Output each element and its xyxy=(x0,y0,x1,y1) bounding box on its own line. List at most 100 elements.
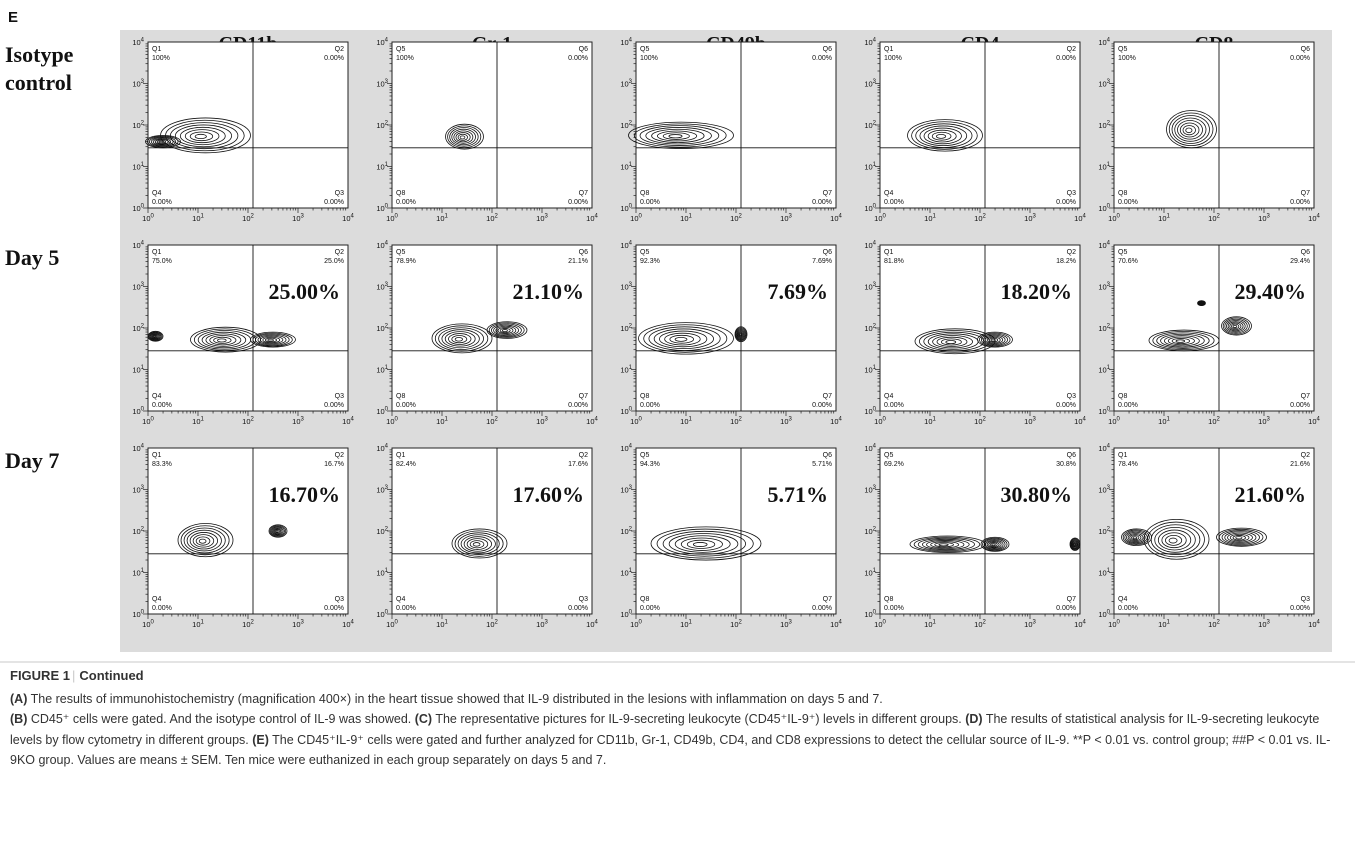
contour-line xyxy=(499,328,511,333)
contour-line xyxy=(990,338,996,342)
x-tick-label: 101 xyxy=(680,620,692,630)
contour-line xyxy=(1147,521,1205,558)
y-tick-label: 100 xyxy=(864,610,876,620)
contour-line xyxy=(148,136,177,147)
quadrant-value: 78.4% xyxy=(1118,461,1138,468)
contour-line xyxy=(184,129,220,144)
quadrant-value: 0.00% xyxy=(812,199,832,206)
contour-line xyxy=(153,335,157,338)
quadrant-value: 75.0% xyxy=(152,258,172,265)
positive-percentage: 16.70% xyxy=(269,482,341,507)
quadrant-name: Q4 xyxy=(1118,596,1127,603)
y-tick-label: 100 xyxy=(620,610,632,620)
quadrant-name: Q4 xyxy=(152,393,161,400)
caption-figure-number: FIGURE 1 xyxy=(10,668,70,683)
quadrant-name: Q5 xyxy=(640,249,649,256)
x-tick-label: 100 xyxy=(142,620,154,630)
x-tick-label: 103 xyxy=(1024,214,1036,224)
contour-line xyxy=(441,329,480,349)
x-tick-label: 103 xyxy=(1024,620,1036,630)
contour-line xyxy=(980,536,1010,552)
contour-line xyxy=(645,127,712,145)
plots-layer: CD11bGr-1CD49bCD4CD8Isotypecontrol100100… xyxy=(5,33,1321,629)
contour-line xyxy=(692,542,708,547)
quadrant-value: 0.00% xyxy=(568,605,588,612)
positive-percentage: 21.10% xyxy=(513,279,585,304)
figure-caption: FIGURE 1 | Continued (A) The results of im… xyxy=(10,666,1345,771)
contour-line xyxy=(194,133,207,140)
contour-line xyxy=(449,127,479,147)
quadrant-name: Q5 xyxy=(884,452,893,459)
contour-line xyxy=(988,541,1000,548)
quadrant-name: Q8 xyxy=(1118,393,1127,400)
y-tick-label: 101 xyxy=(620,162,632,172)
quadrant-value: 0.00% xyxy=(568,55,588,62)
contour-line xyxy=(1121,528,1152,546)
contour-line xyxy=(156,139,167,144)
quadrant-name: Q8 xyxy=(884,596,893,603)
quadrant-value: 0.00% xyxy=(1290,55,1310,62)
quadrant-name: Q6 xyxy=(579,46,588,53)
quadrant-name: Q1 xyxy=(152,46,161,53)
plot-frame xyxy=(147,244,349,412)
plot-frame xyxy=(635,41,837,209)
y-tick-label: 103 xyxy=(1098,485,1110,495)
contour-line xyxy=(1182,125,1196,136)
contour-line xyxy=(935,134,947,139)
contour-line xyxy=(934,542,954,548)
contour-line xyxy=(1072,542,1077,547)
row-label: Isotype xyxy=(5,42,74,67)
quadrant-value: 92.3% xyxy=(640,258,660,265)
contour-line xyxy=(460,534,496,554)
contour-line xyxy=(926,540,965,550)
x-tick-label: 100 xyxy=(630,417,642,427)
contour-line xyxy=(195,536,211,546)
y-tick-label: 101 xyxy=(620,365,632,375)
quadrant-value: 0.00% xyxy=(640,199,660,206)
x-tick-label: 102 xyxy=(486,620,498,630)
contour-line xyxy=(501,329,508,333)
y-tick-label: 104 xyxy=(864,241,876,251)
positive-percentage: 25.00% xyxy=(269,279,341,304)
x-tick-label: 104 xyxy=(830,214,842,224)
contour-line xyxy=(451,128,476,146)
x-tick-label: 100 xyxy=(1108,214,1120,224)
quadrant-value: 0.00% xyxy=(1118,199,1138,206)
contour-line xyxy=(668,134,683,139)
y-tick-label: 103 xyxy=(132,485,144,495)
contour-line xyxy=(1227,532,1253,543)
y-tick-label: 102 xyxy=(132,121,144,131)
contour-line xyxy=(272,527,283,535)
quadrant-value: 69.2% xyxy=(884,461,904,468)
contour-line xyxy=(490,323,522,337)
contour-line xyxy=(651,128,705,143)
contour-line xyxy=(639,125,720,146)
quadrant-name: Q2 xyxy=(335,46,344,53)
y-tick-label: 101 xyxy=(864,365,876,375)
quadrant-name: Q2 xyxy=(1067,249,1076,256)
quadrant-name: Q2 xyxy=(335,452,344,459)
positive-percentage: 30.80% xyxy=(1001,482,1073,507)
y-tick-label: 104 xyxy=(132,444,144,454)
x-tick-label: 103 xyxy=(292,214,304,224)
quadrant-value: 100% xyxy=(152,55,170,62)
y-tick-label: 103 xyxy=(620,485,632,495)
y-tick-label: 102 xyxy=(864,324,876,334)
quadrant-value: 0.00% xyxy=(396,199,416,206)
y-tick-label: 102 xyxy=(620,324,632,334)
contour-line xyxy=(201,331,247,349)
y-tick-label: 101 xyxy=(1098,365,1110,375)
contour-line xyxy=(275,530,279,533)
contour-line xyxy=(669,334,694,344)
x-tick-label: 100 xyxy=(1108,417,1120,427)
contour-line xyxy=(1157,529,1192,551)
contour-line xyxy=(1070,538,1080,551)
quadrant-name: Q4 xyxy=(152,596,161,603)
contour-line xyxy=(979,332,1011,347)
y-tick-label: 103 xyxy=(620,79,632,89)
x-tick-label: 101 xyxy=(436,620,448,630)
x-tick-label: 102 xyxy=(1208,214,1220,224)
y-tick-label: 102 xyxy=(1098,527,1110,537)
